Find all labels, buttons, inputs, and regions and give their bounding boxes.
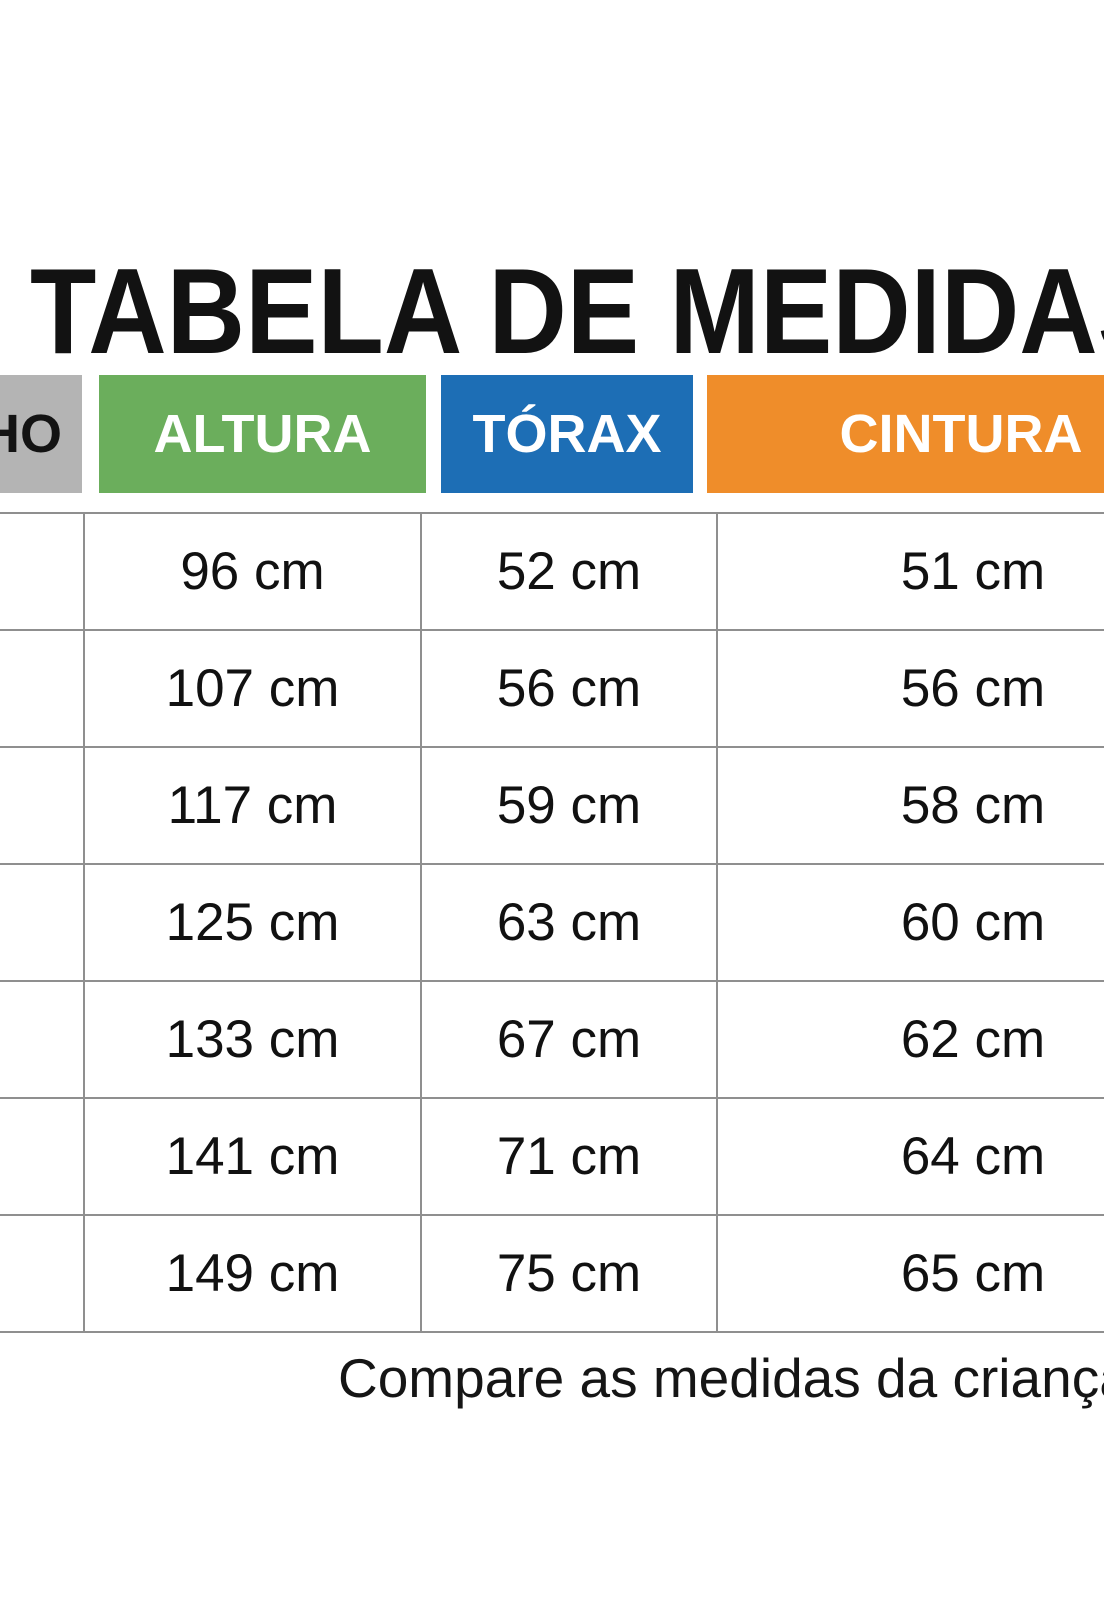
column-header-cintura-label: CINTURA xyxy=(839,404,1083,464)
column-header-tamanho-label: TAMANHO xyxy=(0,404,62,464)
cell-torax: 63 cm xyxy=(422,865,718,982)
cell-altura: 141 cm xyxy=(85,1099,422,1216)
cell-cintura: 62 cm xyxy=(718,982,1104,1099)
cell-altura: 117 cm xyxy=(85,748,422,865)
cell-torax: 52 cm xyxy=(422,514,718,631)
cell-tamanho xyxy=(0,514,85,631)
cell-altura: 125 cm xyxy=(85,865,422,982)
cell-tamanho xyxy=(0,982,85,1099)
cell-altura: 107 cm xyxy=(85,631,422,748)
footer-note: Compare as medidas da criança xyxy=(338,1347,1104,1409)
column-header-cintura: CINTURA xyxy=(707,375,1104,493)
cell-cintura: 64 cm xyxy=(718,1099,1104,1216)
cell-cintura: 56 cm xyxy=(718,631,1104,748)
cell-altura: 133 cm xyxy=(85,982,422,1099)
cell-altura: 149 cm xyxy=(85,1216,422,1333)
cell-tamanho xyxy=(0,748,85,865)
cell-tamanho xyxy=(0,631,85,748)
cell-cintura: 51 cm xyxy=(718,514,1104,631)
cell-cintura: 60 cm xyxy=(718,865,1104,982)
cell-cintura: 58 cm xyxy=(718,748,1104,865)
column-header-tamanho: TAMANHO xyxy=(0,375,82,493)
cell-cintura: 65 cm xyxy=(718,1216,1104,1333)
column-header-torax: TÓRAX xyxy=(441,375,693,493)
cell-torax: 59 cm xyxy=(422,748,718,865)
column-header-altura: ALTURA xyxy=(99,375,426,493)
cell-tamanho xyxy=(0,1099,85,1216)
column-header-altura-label: ALTURA xyxy=(153,404,372,464)
cell-torax: 75 cm xyxy=(422,1216,718,1333)
page-title: TABELA DE MEDIDAS xyxy=(30,242,1104,379)
column-header-torax-label: TÓRAX xyxy=(472,404,662,464)
cell-torax: 56 cm xyxy=(422,631,718,748)
cell-torax: 71 cm xyxy=(422,1099,718,1216)
measurements-table: 96 cm 52 cm 51 cm 107 cm 56 cm 56 cm 117… xyxy=(0,512,1104,1333)
cell-tamanho xyxy=(0,1216,85,1333)
cell-torax: 67 cm xyxy=(422,982,718,1099)
cell-altura: 96 cm xyxy=(85,514,422,631)
cell-tamanho xyxy=(0,865,85,982)
